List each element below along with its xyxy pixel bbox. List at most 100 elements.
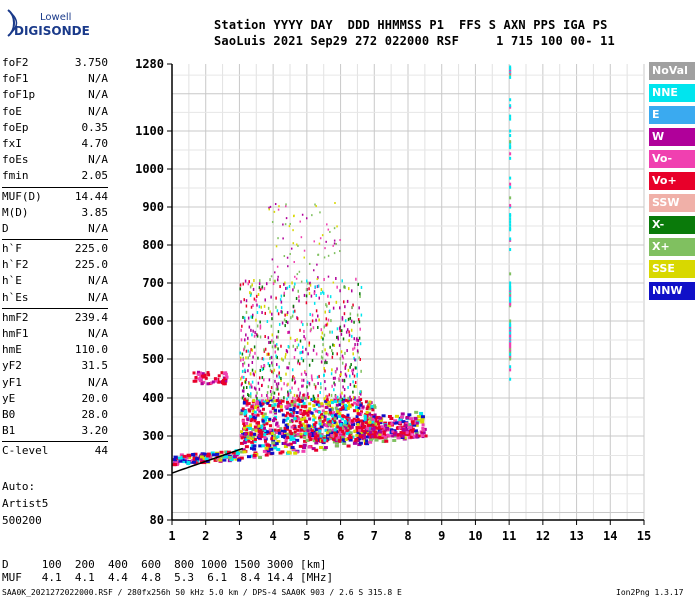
echo-point bbox=[259, 368, 262, 372]
echo-point bbox=[342, 337, 345, 341]
echo-point bbox=[322, 423, 326, 427]
echo-point bbox=[289, 222, 291, 225]
echo-point bbox=[306, 380, 309, 384]
echo-point bbox=[352, 352, 354, 356]
echo-point bbox=[286, 423, 290, 427]
echo-point bbox=[191, 460, 196, 464]
echo-point bbox=[294, 282, 296, 286]
echo-point bbox=[320, 412, 324, 416]
y-tick-label: 600 bbox=[142, 314, 164, 328]
echo-point bbox=[368, 407, 372, 411]
echo-point bbox=[284, 223, 287, 226]
echo-point bbox=[324, 387, 327, 391]
echo-point bbox=[286, 366, 288, 370]
echo-point bbox=[319, 391, 321, 395]
echo-point bbox=[247, 392, 249, 396]
y-tick-label: 700 bbox=[142, 276, 164, 290]
echo-point bbox=[253, 428, 257, 432]
echo-point bbox=[253, 439, 257, 443]
echo-point bbox=[266, 394, 268, 398]
echo-point bbox=[405, 428, 409, 432]
echo-point bbox=[411, 427, 415, 431]
echo-point bbox=[345, 432, 349, 436]
echo-point bbox=[257, 424, 261, 428]
echo-point bbox=[280, 310, 282, 314]
echo-point bbox=[264, 335, 266, 339]
echo-point bbox=[355, 385, 357, 389]
echo-point bbox=[250, 348, 252, 352]
echo-point bbox=[324, 428, 328, 432]
echo-point bbox=[313, 301, 316, 305]
echo-point bbox=[268, 364, 271, 368]
echo-point bbox=[415, 433, 419, 437]
echo-point bbox=[302, 393, 304, 397]
echo-point bbox=[342, 432, 346, 436]
echo-point bbox=[356, 342, 359, 346]
echo-point bbox=[355, 405, 359, 409]
echo-point bbox=[401, 434, 405, 438]
echo-point bbox=[336, 430, 341, 434]
param-value: N/A bbox=[88, 375, 108, 389]
echo-point bbox=[320, 291, 322, 295]
echo-point bbox=[255, 403, 259, 407]
echo-point bbox=[285, 286, 287, 290]
echo-point bbox=[290, 425, 294, 429]
echo-point bbox=[305, 372, 307, 376]
echo-point bbox=[365, 413, 369, 417]
echo-point bbox=[244, 345, 246, 349]
echo-point bbox=[293, 214, 295, 217]
echo-point bbox=[332, 411, 336, 415]
echo-point bbox=[248, 409, 252, 413]
echo-point bbox=[247, 402, 251, 406]
echo-point bbox=[296, 394, 298, 398]
echo-point bbox=[270, 451, 275, 455]
echo-point bbox=[353, 374, 356, 378]
echo-point bbox=[315, 294, 318, 298]
echo-point bbox=[287, 345, 290, 349]
echo-point bbox=[289, 437, 293, 441]
echo-point bbox=[324, 369, 326, 373]
echo-point bbox=[326, 394, 328, 398]
echo-point bbox=[323, 277, 325, 281]
echo-point bbox=[344, 426, 348, 430]
echo-point bbox=[372, 404, 376, 408]
echo-point bbox=[255, 421, 259, 425]
echo-point bbox=[243, 412, 247, 416]
echo-point bbox=[320, 288, 323, 292]
echo-point bbox=[279, 298, 282, 302]
echo-point bbox=[341, 435, 345, 439]
echo-point bbox=[199, 457, 204, 461]
echo-point bbox=[292, 406, 296, 410]
echo-point bbox=[308, 363, 311, 367]
echo-point bbox=[282, 420, 286, 424]
echo-point bbox=[271, 312, 273, 316]
echo-point bbox=[414, 421, 418, 425]
echo-point bbox=[360, 285, 363, 289]
echo-point bbox=[249, 293, 252, 297]
echo-point bbox=[339, 393, 342, 397]
echo-point bbox=[332, 244, 334, 247]
echo-point bbox=[304, 337, 307, 341]
echo-point bbox=[309, 425, 314, 429]
echo-point bbox=[317, 381, 319, 385]
echo-point bbox=[301, 378, 303, 382]
echo-point bbox=[346, 299, 349, 303]
echo-point bbox=[242, 358, 244, 362]
echo-point bbox=[360, 392, 362, 396]
echo-point bbox=[271, 363, 274, 367]
echo-point bbox=[241, 381, 243, 385]
logo-lowell-text: Lowell bbox=[40, 12, 72, 23]
echo-point bbox=[335, 423, 339, 427]
param-value: 110.0 bbox=[74, 343, 108, 357]
y-tick-label: 1100 bbox=[135, 124, 164, 138]
echo-point bbox=[356, 337, 358, 341]
echo-point bbox=[278, 322, 281, 326]
echo-point bbox=[351, 372, 354, 376]
echo-point bbox=[343, 285, 346, 289]
echo-point bbox=[293, 403, 297, 407]
echo-point bbox=[337, 414, 341, 418]
echo-point bbox=[218, 458, 223, 462]
echo-point bbox=[415, 435, 419, 439]
echo-point bbox=[241, 369, 244, 373]
echo-point bbox=[274, 442, 279, 446]
